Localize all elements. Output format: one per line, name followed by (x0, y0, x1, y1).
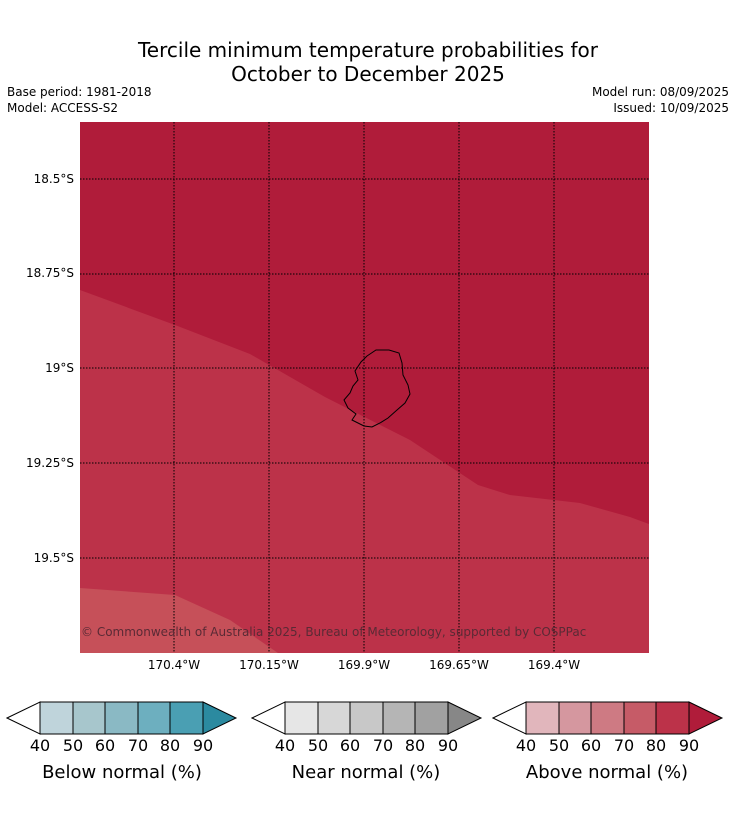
colorbar-tick: 90 (437, 736, 459, 755)
colorbar-above-label: Above normal (%) (525, 762, 689, 783)
copyright-text: © Commonwealth of Australia 2025, Bureau… (81, 625, 587, 639)
colorbar-near-label: Near normal (%) (291, 762, 441, 783)
colorbar-tick: 70 (127, 736, 149, 755)
title-line-1: Tercile minimum temperature probabilitie… (137, 38, 599, 62)
chart-title: Tercile minimum temperature probabilitie… (0, 38, 736, 86)
colorbar-tick: 90 (192, 736, 214, 755)
meta-left: Base period: 1981-2018 Model: ACCESS-S2 (7, 84, 152, 116)
colorbar-above (492, 701, 724, 735)
colorbar-near (251, 701, 483, 735)
base-period-text: Base period: 1981-2018 (7, 85, 152, 99)
colorbar-tick: 90 (678, 736, 700, 755)
lat-label: 18.5°S (33, 172, 74, 186)
lon-label: 169.4°W (527, 658, 581, 672)
region-above-70 (80, 588, 278, 653)
colorbar-tick: 80 (404, 736, 426, 755)
colorbar-tick: 40 (29, 736, 51, 755)
colorbar-below-swatch (170, 702, 203, 734)
colorbar-tick: 60 (580, 736, 602, 755)
colorbar-below-swatch (73, 702, 105, 734)
lon-label: 169.9°W (337, 658, 391, 672)
colorbar-tick: 50 (548, 736, 570, 755)
colorbar-near-swatch (318, 702, 350, 734)
lon-label: 169.65°W (429, 658, 489, 672)
lat-label: 19.25°S (26, 456, 74, 470)
graticule (80, 122, 649, 653)
colorbar-tick: 50 (307, 736, 329, 755)
colorbar-above-swatch (591, 702, 624, 734)
model-text: Model: ACCESS-S2 (7, 101, 119, 115)
title-line-2: October to December 2025 (231, 62, 505, 86)
model-run-text: Model run: 08/09/2025 (591, 85, 729, 99)
issued-text: Issued: 10/09/2025 (613, 101, 729, 115)
colorbar-below-label: Below normal (%) (42, 762, 202, 783)
map-panel (80, 122, 649, 653)
lat-label: 19.5°S (33, 551, 74, 565)
colorbar-above-upper-extend (688, 701, 724, 735)
colorbar-below (6, 701, 238, 735)
colorbar-tick: 70 (372, 736, 394, 755)
colorbar-near-swatch (350, 702, 383, 734)
lat-label: 18.75°S (26, 266, 74, 280)
colorbar-below-swatch (105, 702, 138, 734)
colorbar-near-upper-extend (447, 701, 483, 735)
colorbar-tick: 80 (645, 736, 667, 755)
colorbar-above-swatch (559, 702, 591, 734)
colorbar-below-lower-extend (6, 701, 41, 735)
colorbar-tick: 70 (613, 736, 635, 755)
colorbar-tick: 80 (159, 736, 181, 755)
colorbar-tick: 50 (62, 736, 84, 755)
colorbar-near-swatch (383, 702, 415, 734)
colorbar-near-lower-extend (251, 701, 286, 735)
colorbar-tick: 40 (274, 736, 296, 755)
colorbar-tick: 60 (94, 736, 116, 755)
colorbar-above-swatch (656, 702, 689, 734)
lon-label: 170.4°W (147, 658, 201, 672)
lon-label: 170.15°W (239, 658, 299, 672)
island-coastline (343, 349, 411, 428)
colorbar-above-swatch (526, 702, 559, 734)
colorbar-below-upper-extend (202, 701, 238, 735)
lat-label: 19°S (45, 361, 74, 375)
colorbar-tick: 60 (339, 736, 361, 755)
colorbar-near-swatch (415, 702, 448, 734)
colorbar-above-swatch (624, 702, 656, 734)
colorbar-above-lower-extend (492, 701, 527, 735)
colorbar-tick: 40 (515, 736, 537, 755)
colorbar-below-swatch (138, 702, 170, 734)
meta-right: Model run: 08/09/2025 Issued: 10/09/2025 (592, 84, 729, 116)
colorbar-below-swatch (40, 702, 73, 734)
colorbar-near-swatch (285, 702, 318, 734)
